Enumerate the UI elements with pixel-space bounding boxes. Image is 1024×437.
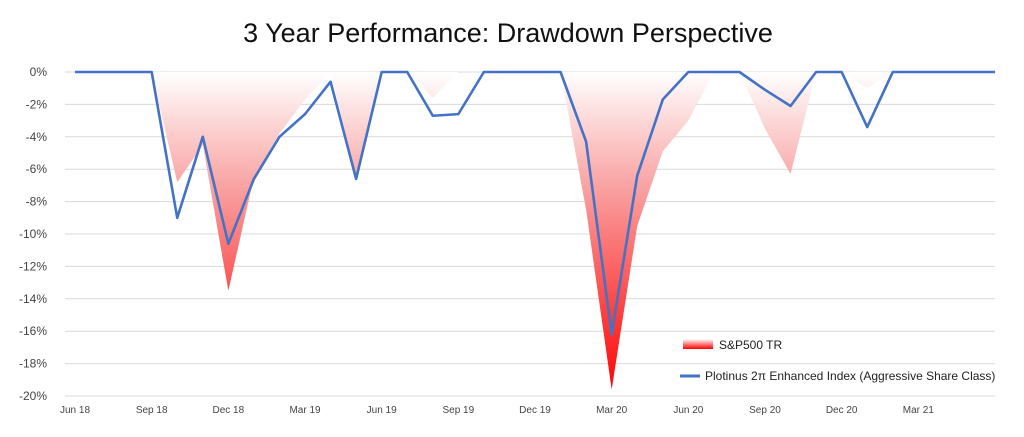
- y-axis: 0% -2% -4% -6% -8% -10% -12% -14% -16% -18% -20%: [19, 65, 47, 403]
- y-tick-label: -20%: [19, 389, 47, 403]
- y-tick-label: -10%: [19, 227, 47, 241]
- x-tick-label: Jun 20: [673, 405, 703, 416]
- x-tick-label: Sep 20: [749, 405, 781, 416]
- legend: S&P500 TR Plotinus 2π Enhanced Index (Ag…: [680, 338, 995, 383]
- x-axis: Jun 18 Sep 18 Dec 18 Mar 19 Jun 19 Sep 19 Dec …: [60, 405, 934, 416]
- x-tick-label: Dec 19: [519, 405, 551, 416]
- x-tick-label: Mar 21: [903, 405, 935, 416]
- y-tick-label: -12%: [19, 259, 47, 273]
- legend-swatch-sp500: [683, 339, 713, 349]
- x-tick-label: Dec 20: [826, 405, 858, 416]
- y-tick-label: -18%: [19, 357, 47, 371]
- y-tick-label: -14%: [19, 292, 47, 306]
- y-tick-label: -2%: [26, 97, 48, 111]
- x-tick-label: Mar 20: [596, 405, 628, 416]
- x-tick-label: Jun 18: [60, 405, 90, 416]
- sp500-area: [75, 72, 995, 390]
- x-tick-label: Jun 19: [367, 405, 397, 416]
- x-tick-label: Mar 19: [289, 405, 321, 416]
- sp500-area-layer: [75, 72, 995, 390]
- legend-label-sp500: S&P500 TR: [719, 338, 782, 352]
- y-tick-label: -8%: [26, 195, 48, 209]
- y-tick-label: 0%: [30, 65, 48, 79]
- plotinus-line-layer: [75, 70, 995, 336]
- legend-label-plotinus: Plotinus 2π Enhanced Index (Aggressive S…: [705, 369, 995, 383]
- x-tick-label: Sep 19: [442, 405, 474, 416]
- y-tick-label: -16%: [19, 324, 47, 338]
- x-tick-label: Dec 18: [212, 405, 244, 416]
- chart-title: 3 Year Performance: Drawdown Perspective: [243, 18, 773, 48]
- x-tick-label: Sep 18: [136, 405, 168, 416]
- y-tick-label: -6%: [26, 162, 48, 176]
- plotinus-line: [75, 70, 995, 336]
- y-tick-label: -4%: [26, 130, 48, 144]
